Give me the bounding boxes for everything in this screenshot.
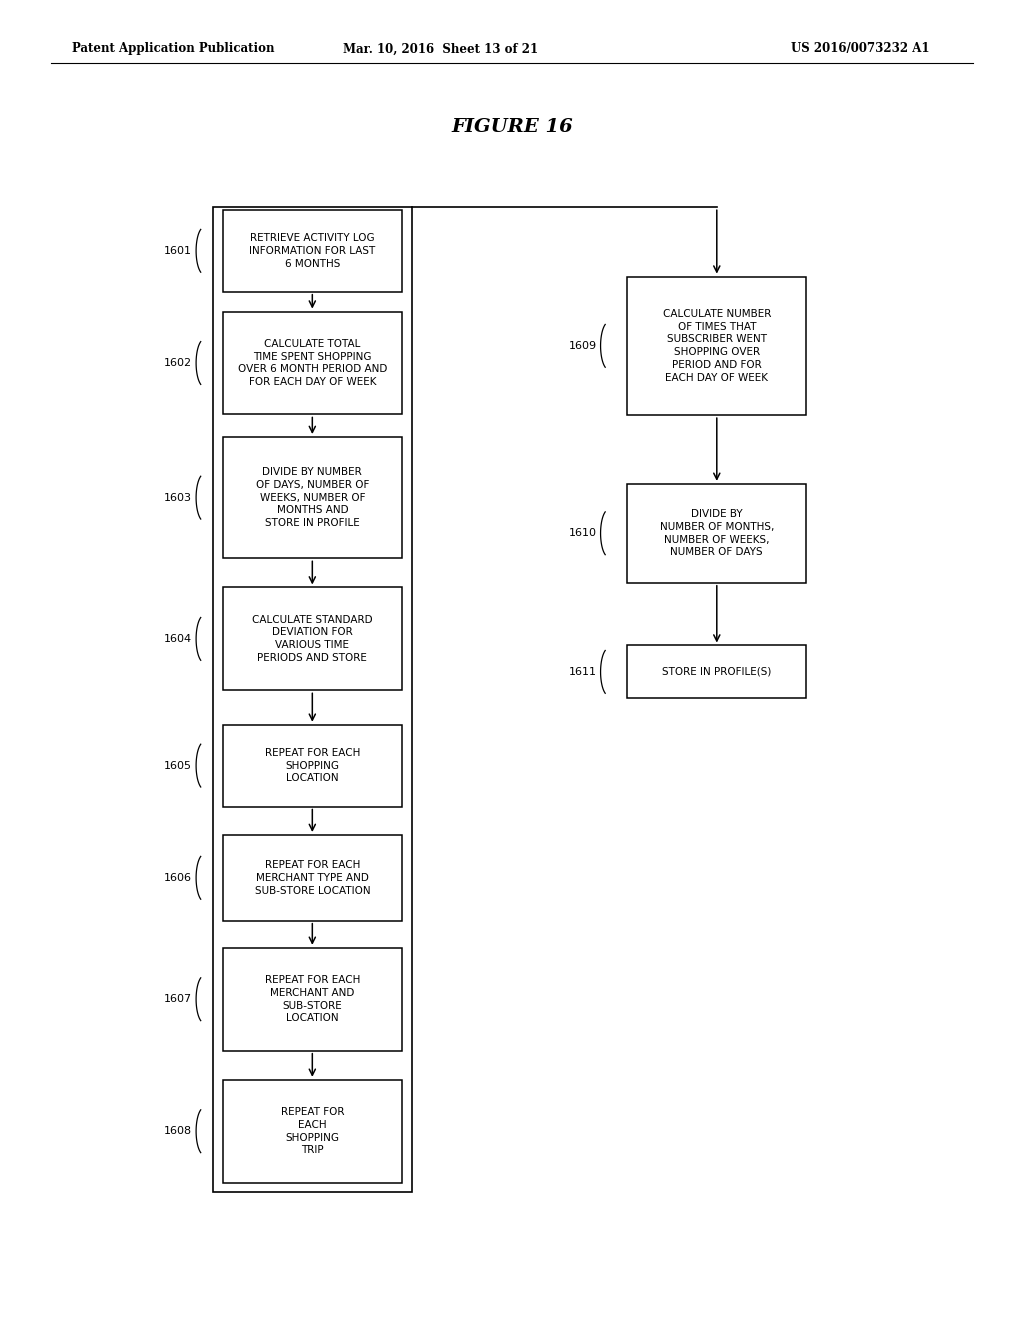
Text: 1608: 1608 — [164, 1126, 193, 1137]
Text: Patent Application Publication: Patent Application Publication — [72, 42, 274, 55]
FancyBboxPatch shape — [223, 948, 401, 1051]
Text: 1604: 1604 — [164, 634, 193, 644]
Text: RETRIEVE ACTIVITY LOG
INFORMATION FOR LAST
6 MONTHS: RETRIEVE ACTIVITY LOG INFORMATION FOR LA… — [249, 234, 376, 268]
Text: Mar. 10, 2016  Sheet 13 of 21: Mar. 10, 2016 Sheet 13 of 21 — [343, 42, 538, 55]
FancyBboxPatch shape — [627, 484, 806, 583]
Text: CALCULATE STANDARD
DEVIATION FOR
VARIOUS TIME
PERIODS AND STORE: CALCULATE STANDARD DEVIATION FOR VARIOUS… — [252, 615, 373, 663]
Text: 1609: 1609 — [568, 341, 596, 351]
FancyBboxPatch shape — [223, 312, 401, 414]
Text: FIGURE 16: FIGURE 16 — [452, 117, 572, 136]
FancyBboxPatch shape — [223, 587, 401, 690]
Text: 1610: 1610 — [568, 528, 596, 539]
Text: 1606: 1606 — [164, 873, 193, 883]
FancyBboxPatch shape — [627, 277, 806, 414]
Text: 1601: 1601 — [164, 246, 193, 256]
Text: STORE IN PROFILE(S): STORE IN PROFILE(S) — [663, 667, 771, 677]
Text: CALCULATE NUMBER
OF TIMES THAT
SUBSCRIBER WENT
SHOPPING OVER
PERIOD AND FOR
EACH: CALCULATE NUMBER OF TIMES THAT SUBSCRIBE… — [663, 309, 771, 383]
Text: DIVIDE BY NUMBER
OF DAYS, NUMBER OF
WEEKS, NUMBER OF
MONTHS AND
STORE IN PROFILE: DIVIDE BY NUMBER OF DAYS, NUMBER OF WEEK… — [256, 467, 369, 528]
Text: REPEAT FOR EACH
MERCHANT TYPE AND
SUB-STORE LOCATION: REPEAT FOR EACH MERCHANT TYPE AND SUB-ST… — [255, 861, 370, 895]
Text: REPEAT FOR
EACH
SHOPPING
TRIP: REPEAT FOR EACH SHOPPING TRIP — [281, 1107, 344, 1155]
FancyBboxPatch shape — [223, 210, 401, 292]
FancyBboxPatch shape — [223, 836, 401, 921]
FancyBboxPatch shape — [627, 645, 806, 698]
Text: REPEAT FOR EACH
MERCHANT AND
SUB-STORE
LOCATION: REPEAT FOR EACH MERCHANT AND SUB-STORE L… — [264, 975, 360, 1023]
FancyBboxPatch shape — [223, 725, 401, 807]
Text: REPEAT FOR EACH
SHOPPING
LOCATION: REPEAT FOR EACH SHOPPING LOCATION — [264, 748, 360, 783]
Text: 1611: 1611 — [568, 667, 596, 677]
Text: US 2016/0073232 A1: US 2016/0073232 A1 — [791, 42, 930, 55]
Text: CALCULATE TOTAL
TIME SPENT SHOPPING
OVER 6 MONTH PERIOD AND
FOR EACH DAY OF WEEK: CALCULATE TOTAL TIME SPENT SHOPPING OVER… — [238, 339, 387, 387]
Text: 1607: 1607 — [164, 994, 193, 1005]
Text: 1603: 1603 — [164, 492, 193, 503]
FancyBboxPatch shape — [223, 1080, 401, 1183]
Text: 1602: 1602 — [164, 358, 193, 368]
FancyBboxPatch shape — [223, 437, 401, 558]
Text: 1605: 1605 — [164, 760, 193, 771]
Text: DIVIDE BY
NUMBER OF MONTHS,
NUMBER OF WEEKS,
NUMBER OF DAYS: DIVIDE BY NUMBER OF MONTHS, NUMBER OF WE… — [659, 510, 774, 557]
